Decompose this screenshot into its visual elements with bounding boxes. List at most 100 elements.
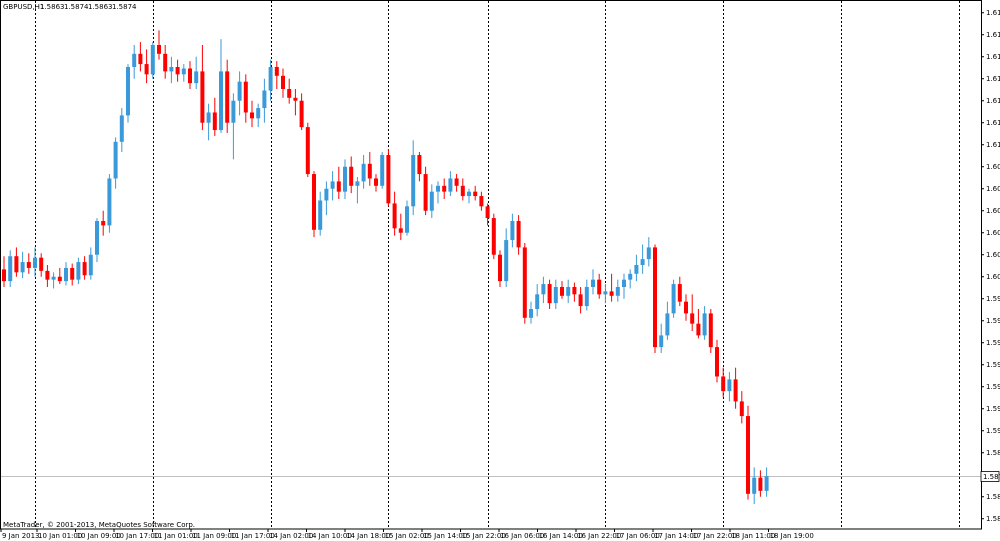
candle-104 [646,237,651,267]
price-tick-label: 1.6070 [986,185,1000,193]
candle-82 [510,213,515,248]
candle-body [212,112,217,131]
price-tick-label: 1.5965 [986,339,1000,347]
candle-48 [299,93,304,131]
candle-5 [33,247,37,277]
candle-95 [591,269,595,295]
time-tick-label: 14 Jan 02:00 [269,532,313,540]
candle-body [405,206,409,233]
candle-body [200,71,205,123]
time-tick-label: 17 Jan 14:00 [654,532,698,540]
candle-body [101,221,106,226]
candle-body [473,191,478,197]
time-tick-label: 11 Jan 09:00 [192,532,236,540]
candle-84 [522,243,527,324]
candle-body [398,228,403,233]
candle-71 [442,178,447,199]
candle-85 [529,301,533,324]
candle-body [684,301,688,314]
candle-119 [739,391,744,424]
candle-64 [398,213,403,241]
candle-103 [640,244,645,274]
ohlc-low: 1.5863 [88,3,113,11]
candle-body [752,477,757,494]
candle-body [560,287,564,296]
candle-body [163,53,168,72]
candle-45 [281,68,285,98]
candle-118 [733,367,738,409]
candle-body [88,254,93,276]
candle-13 [82,256,87,280]
candle-98 [609,273,614,302]
candle-body [764,476,769,491]
candle-20 [126,64,130,123]
price-tick-label: 1.5995 [986,295,1000,303]
candle-body [324,188,329,201]
candle-body [597,279,602,295]
candle-2 [14,247,19,277]
candle-92 [572,282,577,302]
candle-body [572,287,577,295]
candle-40 [250,100,254,128]
candle-body [510,221,515,241]
candle-113 [702,306,707,340]
candle-66 [411,140,416,216]
candle-114 [708,309,713,353]
candle-body [39,257,44,271]
candle-body [380,155,385,186]
candle-body [2,269,6,282]
time-tick-label: 15 Jan 22:00 [462,532,506,540]
candle-23 [144,49,149,84]
candle-body [584,287,589,307]
candle-body [293,97,298,101]
candle-62 [386,149,391,207]
candle-body [119,115,124,142]
candle-body [715,347,719,377]
time-tick-label: 10 Jan 01:00 [38,532,82,540]
candle-53 [330,171,335,201]
candle-100 [622,273,626,299]
price-tick-label: 1.6010 [986,273,1000,281]
price-tick-label: 1.6175 [986,31,1000,39]
candle-63 [392,191,397,236]
candle-body [411,155,416,207]
candle-68 [423,166,428,216]
candle-9 [57,267,62,285]
candle-0 [2,256,6,287]
price-tick-label: 1.6190 [986,9,1000,17]
candle-49 [305,122,310,177]
candle-30 [188,61,192,89]
price-tick-label: 1.6160 [986,53,1000,61]
candle-body [553,287,558,304]
candle-body [51,276,56,280]
candle-body [646,247,651,260]
time-tick-label: 18 Jan 19:00 [770,532,814,540]
candle-body [169,67,174,72]
candle-106 [659,323,664,353]
time-tick-label: 11 Jan 01:00 [154,532,198,540]
price-tick-label: 1.6115 [986,119,1000,127]
candle-body [237,81,242,101]
candle-body [696,323,701,336]
candle-body [274,67,279,76]
candle-21 [132,45,137,79]
candle-26 [163,45,168,79]
time-tick-label: 14 Jan 10:00 [308,532,352,540]
candle-17 [107,174,112,233]
candle-body [721,376,726,392]
time-tick-label: 14 Jan 18:00 [346,532,390,540]
candle-body [491,218,496,255]
candle-body [194,71,199,84]
candle-body [287,89,292,98]
candle-25 [157,30,161,60]
candle-body [144,64,149,75]
candle-83 [516,215,521,255]
candle-body [386,155,391,204]
time-tick-label: 17 Jan 22:00 [693,532,737,540]
candle-body [8,256,13,282]
current-price-marker: 1.5874 [980,471,1000,482]
price-tick-label: 1.6085 [986,163,1000,171]
